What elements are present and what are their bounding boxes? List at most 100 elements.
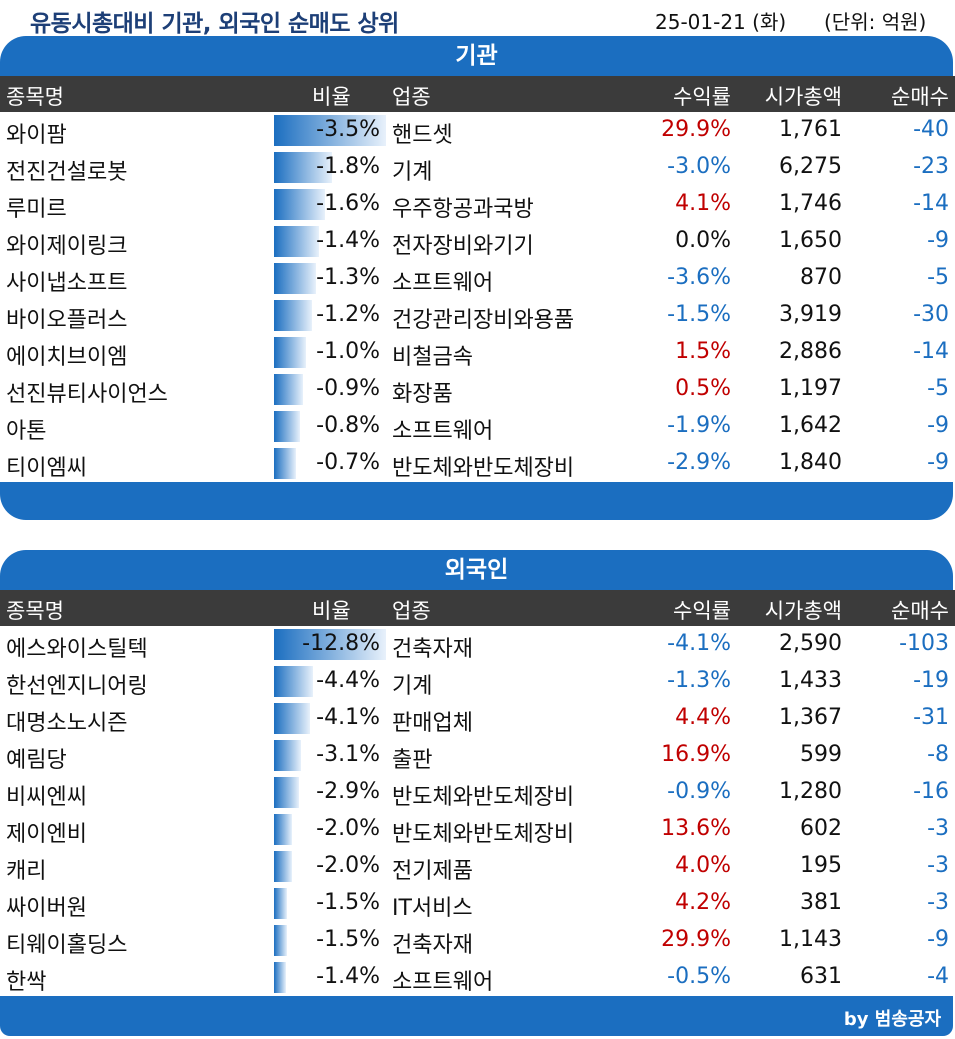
stock-name: 한선엔지니어링 (6, 674, 148, 699)
stock-name: 한싹 (6, 970, 47, 995)
ratio-bar (274, 300, 312, 331)
net-buy-value: -9 (927, 927, 949, 952)
ratio-bar (274, 337, 306, 368)
market-cap-value: 602 (800, 816, 842, 841)
ratio-value: -0.8% (316, 413, 380, 438)
market-cap-value: 1,280 (779, 779, 842, 804)
return-value: 16.9% (661, 742, 731, 767)
ratio-bar (274, 411, 300, 442)
col-cap: 시가총액 (764, 85, 842, 109)
col-name: 종목명 (6, 599, 64, 623)
market-cap-value: 870 (800, 265, 842, 290)
ratio-value: -1.6% (316, 191, 380, 216)
net-buy-value: -9 (927, 450, 949, 475)
sector-name: 핸드셋 (392, 123, 453, 148)
stock-name: 와이팜 (6, 123, 67, 148)
table-row: 티웨이홀딩스 -1.5% 건축자재 29.9% 1,143 -9 (0, 922, 955, 959)
sector-name: 출판 (392, 748, 433, 773)
sector-name: 건축자재 (392, 637, 473, 662)
table-row: 에스와이스틸텍 -12.8% 건축자재 -4.1% 2,590 -103 (0, 626, 955, 663)
ratio-bar (274, 851, 292, 882)
table-row: 아톤 -0.8% 소프트웨어 -1.9% 1,642 -9 (0, 408, 955, 445)
sector-name: 기계 (392, 674, 433, 699)
market-cap-value: 1,761 (779, 117, 842, 142)
ratio-value: -1.3% (316, 265, 380, 290)
table-row: 사이냅소프트 -1.3% 소프트웨어 -3.6% 870 -5 (0, 260, 955, 297)
table-row: 와이팜 -3.5% 핸드셋 29.9% 1,761 -40 (0, 112, 955, 149)
net-buy-value: -103 (899, 631, 949, 656)
col-sector: 업종 (392, 599, 431, 623)
market-cap-value: 631 (800, 964, 842, 989)
col-ratio: 비율 (312, 85, 351, 109)
ratio-value: -4.4% (316, 668, 380, 693)
return-value: 4.2% (675, 890, 731, 915)
sector-name: 비철금속 (392, 345, 473, 370)
return-value: -2.9% (667, 450, 731, 475)
table-row: 싸이버원 -1.5% IT서비스 4.2% 381 -3 (0, 885, 955, 922)
sector-name: 기계 (392, 160, 433, 185)
col-ratio: 비율 (312, 599, 351, 623)
market-cap-value: 1,746 (779, 191, 842, 216)
section-footer: by 범송공자 (0, 996, 953, 1036)
sector-name: 건축자재 (392, 933, 473, 958)
ratio-bar (274, 962, 286, 993)
stock-name: 사이냅소프트 (6, 271, 128, 296)
return-value: 4.0% (675, 853, 731, 878)
table-body: 와이팜 -3.5% 핸드셋 29.9% 1,761 -40 전진건설로봇 -1.8% 기계 -3.… (0, 112, 955, 482)
ratio-value: -1.2% (316, 302, 380, 327)
ratio-bar (274, 703, 310, 734)
ratio-value: -2.0% (316, 853, 380, 878)
table-row: 한싹 -1.4% 소프트웨어 -0.5% 631 -4 (0, 959, 955, 996)
ratio-bar (274, 666, 313, 697)
return-value: 0.0% (675, 228, 731, 253)
return-value: 13.6% (661, 816, 731, 841)
market-cap-value: 1,367 (779, 705, 842, 730)
return-value: -3.0% (667, 154, 731, 179)
net-buy-value: -4 (927, 964, 949, 989)
net-buy-value: -3 (927, 853, 949, 878)
col-net: 순매수 (891, 599, 949, 623)
ratio-value: -1.5% (316, 927, 380, 952)
ratio-bar (274, 629, 386, 660)
table-row: 캐리 -2.0% 전기제품 4.0% 195 -3 (0, 848, 955, 885)
table-row: 티이엠씨 -0.7% 반도체와반도체장비 -2.9% 1,840 -9 (0, 445, 955, 482)
market-cap-value: 3,919 (779, 302, 842, 327)
sector-name: 반도체와반도체장비 (392, 822, 575, 847)
return-value: 1.5% (675, 339, 731, 364)
ratio-bar (274, 740, 301, 771)
stock-name: 비씨엔씨 (6, 785, 87, 810)
stock-name: 티웨이홀딩스 (6, 933, 128, 958)
sector-name: IT서비스 (392, 896, 473, 921)
market-cap-value: 6,275 (779, 154, 842, 179)
ratio-bar (274, 925, 287, 956)
market-cap-value: 1,143 (779, 927, 842, 952)
market-cap-value: 381 (800, 890, 842, 915)
return-value: 29.9% (661, 927, 731, 952)
return-value: -0.9% (667, 779, 731, 804)
stock-name: 전진건설로봇 (6, 160, 128, 185)
market-cap-value: 2,590 (779, 631, 842, 656)
stock-name: 대명소노시즌 (6, 711, 128, 736)
market-cap-value: 195 (800, 853, 842, 878)
credit-label: by 범송공자 (843, 1009, 941, 1030)
ratio-value: -3.1% (316, 742, 380, 767)
stock-name: 예림당 (6, 748, 67, 773)
page-title: 유동시총대비 기관, 외국인 순매도 상위 (30, 11, 399, 37)
net-buy-value: -5 (927, 265, 949, 290)
col-name: 종목명 (6, 85, 64, 109)
ratio-value: -2.9% (316, 779, 380, 804)
ratio-value: -4.1% (316, 705, 380, 730)
table-row: 루미르 -1.6% 우주항공과국방 4.1% 1,746 -14 (0, 186, 955, 223)
column-header-row: 종목명 비율 업종 수익률 시가총액 순매수 (0, 590, 955, 626)
return-value: 4.4% (675, 705, 731, 730)
ratio-value: -1.8% (316, 154, 380, 179)
sector-name: 우주항공과국방 (392, 197, 534, 222)
market-cap-value: 1,433 (779, 668, 842, 693)
ratio-value: -0.7% (316, 450, 380, 475)
ratio-value: -2.0% (316, 816, 380, 841)
net-buy-value: -30 (913, 302, 949, 327)
col-cap: 시가총액 (764, 599, 842, 623)
col-return: 수익률 (673, 85, 731, 109)
table-row: 한선엔지니어링 -4.4% 기계 -1.3% 1,433 -19 (0, 663, 955, 700)
section-header: 외국인 (0, 550, 953, 590)
